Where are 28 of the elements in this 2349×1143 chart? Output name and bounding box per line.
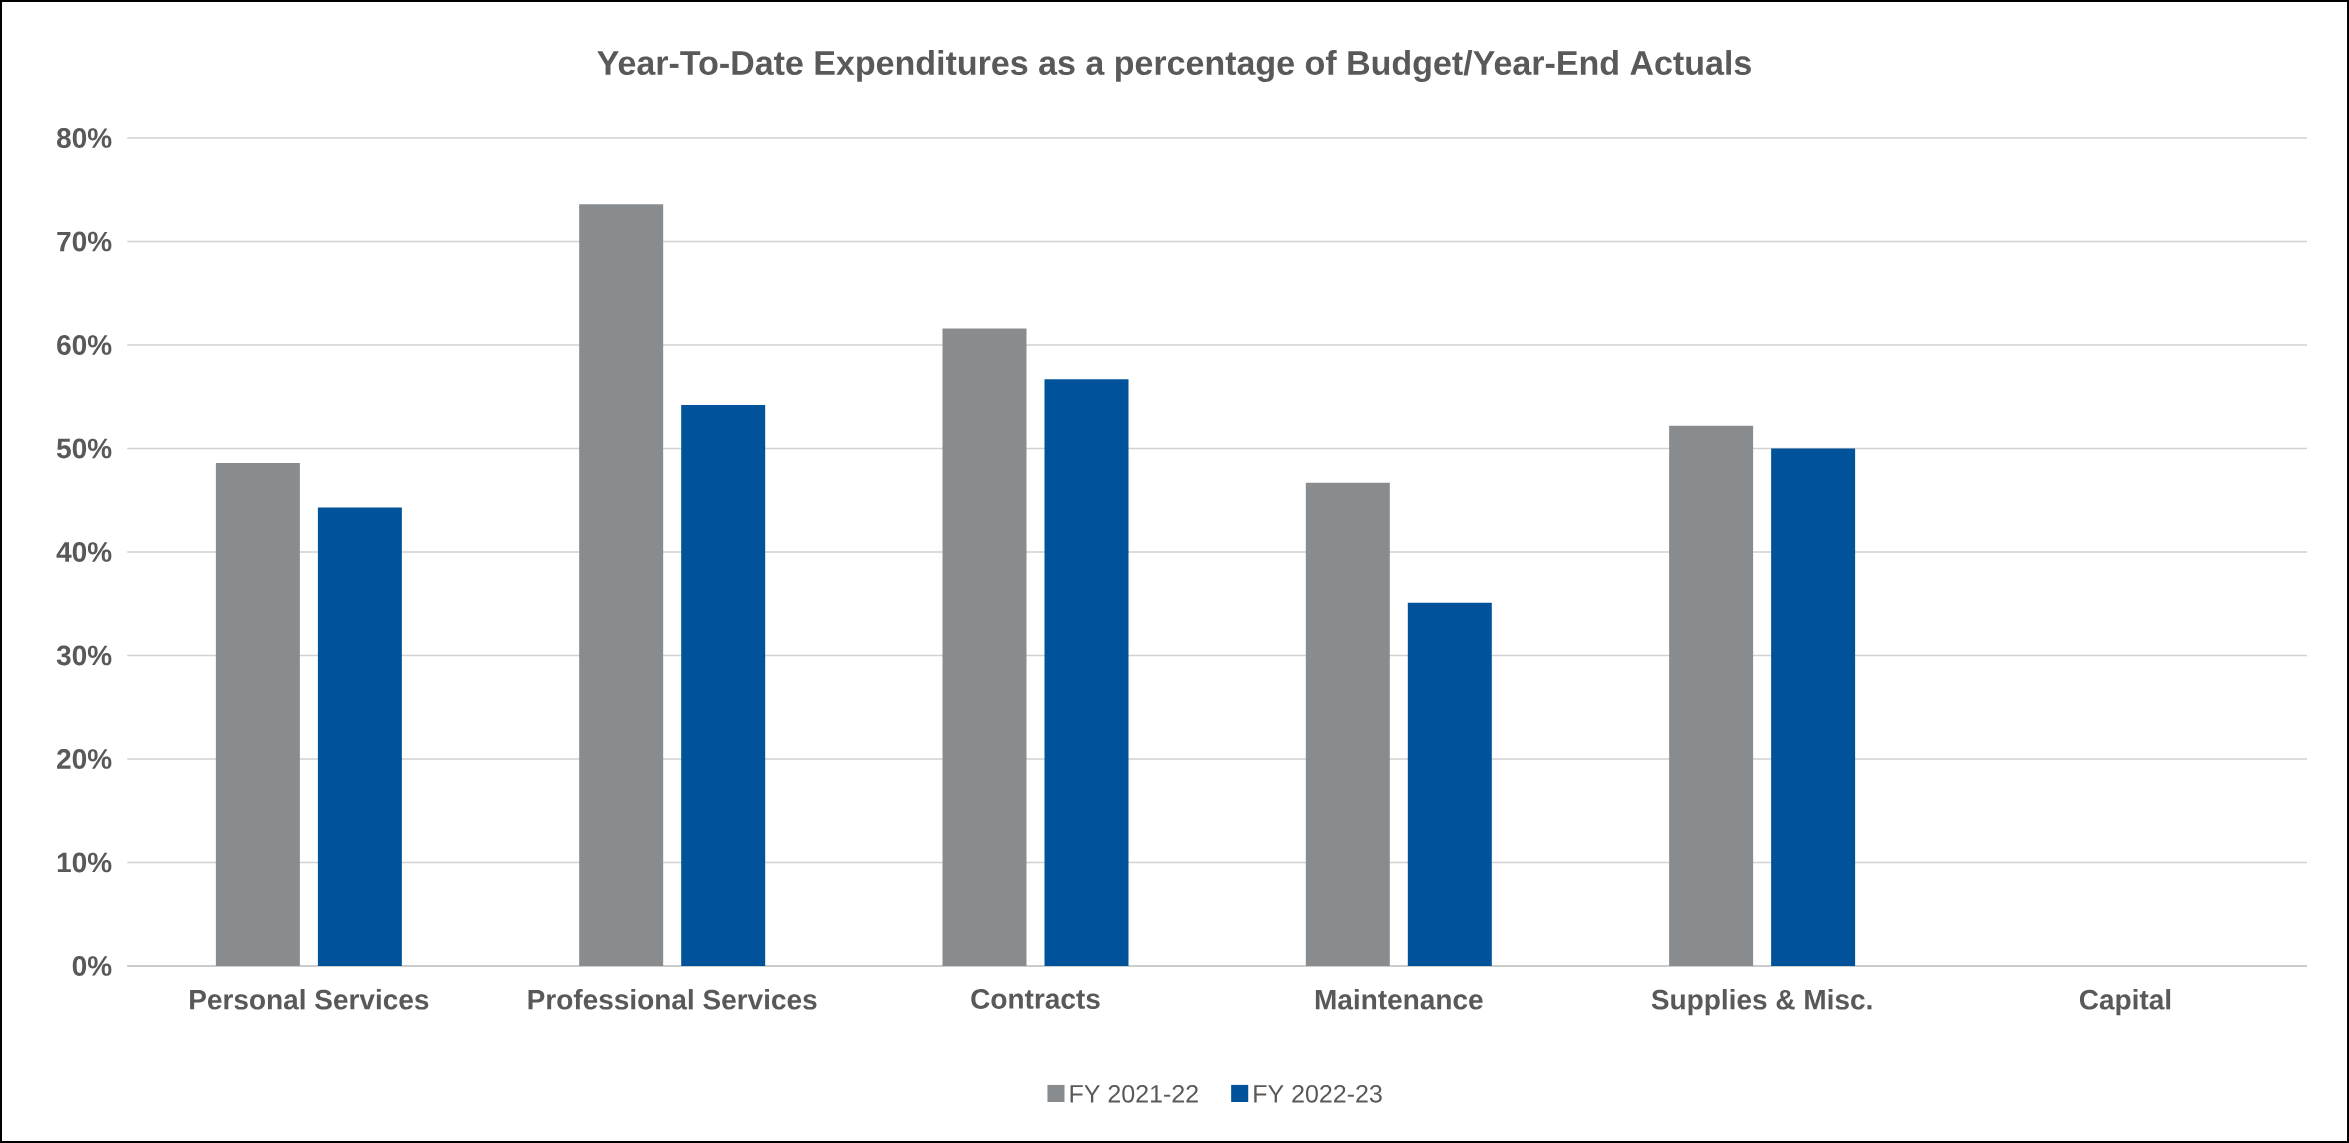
bar (317, 507, 402, 966)
bar (579, 204, 664, 966)
y-tick-label: 60% (57, 335, 112, 355)
bar (1044, 379, 1129, 966)
y-tick-label: 70% (57, 231, 112, 252)
x-tick-label: Capital (2079, 989, 2171, 1016)
y-tick-label: 30% (56, 645, 112, 666)
y-tick-label: 50% (56, 438, 112, 459)
y-tick-label: 10% (57, 852, 112, 873)
bar (942, 328, 1027, 966)
x-tick-label: Maintenance (1315, 989, 1483, 1010)
y-tick-label: 80% (56, 128, 112, 148)
legend-label: FY 2021-22 (1070, 1084, 1198, 1103)
bar (1669, 425, 1754, 966)
x-tick-label: Contracts (971, 989, 1100, 1009)
legend-label: FY 2022-23 (1254, 1084, 1382, 1103)
chart-title: Year-To-Date Expenditures as a percentage of Budget/Year-End Actuals (597, 50, 1751, 82)
bar (215, 462, 300, 966)
bar (1771, 448, 1856, 966)
y-tick-label: 40% (56, 542, 112, 562)
y-tick-label: 20% (57, 749, 112, 769)
x-tick-label: Personal Services (190, 989, 429, 1010)
x-tick-label: Supplies & Misc. (1651, 989, 1872, 1016)
y-tick-label: 0% (72, 956, 112, 976)
x-tick-label: Professional Services (528, 989, 817, 1010)
bar (1305, 482, 1390, 966)
bar (1407, 602, 1492, 966)
bar (681, 405, 766, 966)
